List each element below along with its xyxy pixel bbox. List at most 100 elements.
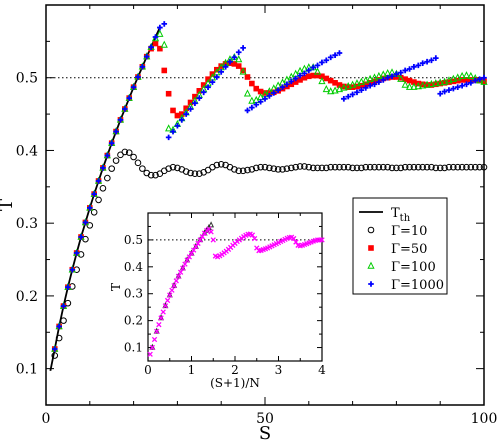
inset-series	[147, 221, 325, 357]
data-point-G1000	[214, 74, 220, 80]
data-point-G50	[454, 77, 461, 84]
data-point-inset_magenta	[158, 315, 164, 321]
data-point-G10	[104, 174, 111, 182]
legend-label: Γ=100	[391, 260, 436, 275]
data-point-G10	[480, 163, 488, 171]
data-point-G50	[411, 79, 417, 85]
data-point-G50	[253, 85, 260, 92]
data-point-G50	[397, 74, 404, 81]
data-point-G50	[297, 77, 303, 83]
data-point-G50	[459, 77, 465, 83]
data-point-G1000	[306, 67, 312, 74]
data-point-G10	[458, 163, 466, 171]
data-point-G1000	[292, 75, 299, 82]
data-point-inset_magenta	[249, 232, 256, 238]
data-point-G100	[445, 76, 453, 84]
data-point-G10	[436, 164, 444, 172]
data-point-G10	[340, 163, 348, 171]
data-point-G10	[463, 163, 470, 171]
data-point-G1000	[472, 77, 479, 84]
data-point-G10	[134, 159, 142, 167]
data-point-inset_magenta	[175, 273, 182, 279]
data-point-G1000	[454, 84, 461, 90]
data-point-G100	[248, 96, 256, 104]
data-point-G1000	[301, 70, 308, 77]
data-point-G10	[305, 163, 313, 171]
data-point-inset_magenta	[199, 234, 206, 240]
data-point-G1000	[463, 81, 470, 88]
data-point-inset_magenta	[164, 297, 171, 304]
data-point-G10	[182, 168, 190, 175]
data-point-G50	[310, 72, 316, 79]
y-axis-title: T	[0, 199, 17, 211]
data-point-G100	[318, 76, 326, 85]
data-point-G100	[375, 71, 383, 80]
data-point-G1000	[200, 89, 207, 96]
x-tick-label: 2	[231, 363, 239, 377]
data-point-G10	[423, 163, 431, 171]
data-point-G1000	[468, 80, 474, 86]
inset-y-axis-title: T	[109, 283, 123, 291]
data-point-G1000	[362, 85, 369, 91]
data-point-G100	[239, 67, 247, 75]
data-point-G50	[393, 74, 400, 80]
data-point-G1000	[218, 69, 224, 75]
data-point-G10	[112, 157, 120, 164]
data-point-inset_magenta	[160, 309, 166, 315]
legend-entry-G100: Γ=100	[367, 260, 436, 275]
data-point-G100	[436, 78, 444, 86]
data-point-G100	[348, 80, 357, 88]
data-point-G1000	[284, 81, 290, 88]
data-point-G1000	[78, 234, 84, 240]
data-point-G1000	[205, 84, 211, 90]
data-point-G1000	[428, 57, 435, 64]
data-point-G50	[468, 77, 474, 83]
data-point-G100	[344, 82, 352, 90]
data-point-inset_magenta	[169, 287, 175, 293]
data-point-G1000	[222, 64, 229, 70]
data-point-G10	[410, 163, 418, 171]
legend-label: Γ=10	[391, 224, 427, 239]
data-point-G100	[160, 40, 168, 48]
data-point-G10	[467, 163, 475, 171]
data-point-G10	[213, 161, 221, 169]
data-point-G1000	[402, 67, 408, 74]
data-point-G100	[405, 82, 414, 90]
data-point-G1000	[270, 90, 277, 96]
data-point-G1000	[148, 44, 154, 50]
data-point-G10	[174, 164, 181, 172]
y-tick-label: 0.2	[16, 289, 38, 305]
data-point-G10	[362, 163, 370, 171]
data-point-G100	[353, 79, 361, 87]
data-point-G10	[476, 163, 483, 171]
series-G10	[51, 148, 488, 359]
data-point-G1000	[253, 101, 260, 108]
data-point-G1000	[235, 49, 242, 56]
y-tick-label: 0.1	[16, 362, 38, 378]
data-point-G10	[217, 160, 225, 168]
inset-plot: 0 1 2 3 4 0.1 0.2 0.3 0.4 0.5 (S+1)/N T	[109, 209, 329, 397]
data-point-G10	[301, 163, 308, 170]
data-point-G1000	[310, 64, 316, 71]
data-point-G50	[406, 77, 413, 84]
data-point-G1000	[183, 111, 189, 117]
data-point-inset_magenta	[251, 235, 258, 242]
data-point-G10	[139, 165, 146, 172]
data-point-G10	[147, 171, 155, 179]
data-point-G100	[366, 74, 374, 82]
data-point-G10	[375, 163, 383, 171]
legend-marker-G1000	[368, 281, 374, 287]
inset-ticks: 0 1 2 3 4 0.1 0.2 0.3 0.4 0.5	[124, 212, 326, 377]
data-point-inset_magenta	[291, 235, 297, 242]
data-point-G50	[463, 77, 470, 83]
data-point-G10	[454, 163, 462, 171]
data-point-G10	[55, 334, 63, 342]
data-point-G1000	[113, 128, 119, 135]
data-point-G1000	[327, 54, 334, 61]
data-point-G1000	[262, 96, 268, 102]
main-ticks: 0 50 100 0.1 0.2 0.3 0.4 0.5	[16, 4, 497, 427]
y-tick-label: 0.1	[124, 341, 143, 355]
data-point-G1000	[389, 73, 395, 80]
data-point-G100	[235, 55, 243, 63]
data-point-G1000	[209, 79, 216, 85]
